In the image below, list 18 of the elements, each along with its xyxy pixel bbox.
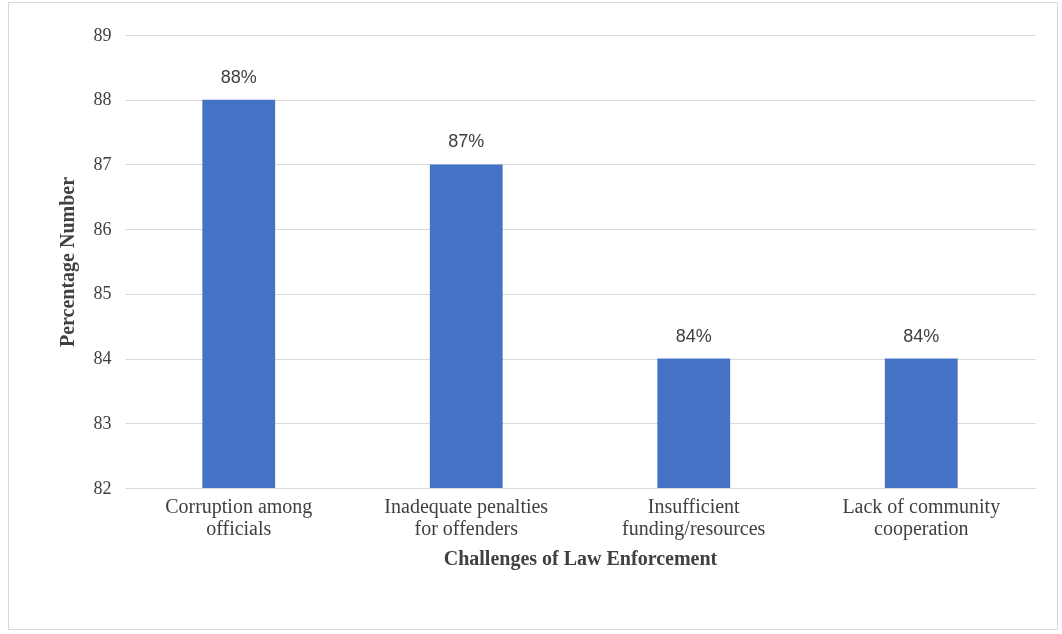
y-tick-label: 87 xyxy=(93,153,112,174)
x-axis-title: Challenges of Law Enforcement xyxy=(443,546,718,570)
y-axis-title: Percentage Number xyxy=(55,176,79,348)
x-tick-label: Inadequate penalties for offenders xyxy=(384,494,549,539)
data-label: 84% xyxy=(675,325,712,346)
y-tick-label: 83 xyxy=(93,412,112,433)
y-tick-label: 88 xyxy=(93,89,112,110)
x-tick-label: Lack of community cooperation xyxy=(842,494,1001,540)
y-tick-label: 86 xyxy=(93,218,112,239)
y-tick-label: 82 xyxy=(93,477,112,498)
data-label: 84% xyxy=(903,325,940,346)
y-tick-label: 84 xyxy=(93,348,112,369)
data-label: 87% xyxy=(448,131,485,152)
y-tick-label: 85 xyxy=(93,283,112,304)
y-tick-label: 89 xyxy=(93,24,112,45)
data-label: 88% xyxy=(220,66,257,87)
x-tick-label: Corruption among officials xyxy=(165,494,313,539)
x-tick-label: Insufficient funding/resources xyxy=(622,494,766,540)
